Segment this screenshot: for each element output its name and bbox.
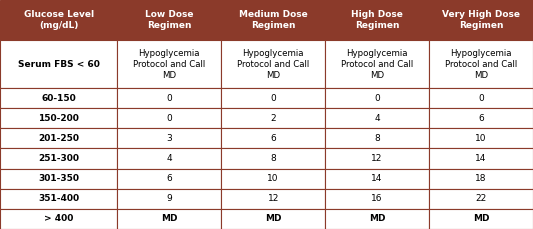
Text: 6: 6 (478, 114, 484, 123)
Text: 18: 18 (475, 174, 487, 183)
Text: 60-150: 60-150 (41, 94, 76, 103)
Bar (429, 189, 533, 209)
Text: 22: 22 (475, 194, 487, 203)
Text: 0: 0 (166, 114, 172, 123)
Text: MD: MD (265, 214, 281, 224)
Text: 14: 14 (372, 174, 383, 183)
Text: Hypoglycemia
Protocol and Call
MD: Hypoglycemia Protocol and Call MD (445, 49, 517, 80)
Bar (325, 0, 429, 40)
Bar (221, 88, 325, 108)
Bar (0, 209, 117, 229)
Bar (325, 128, 429, 148)
Bar (221, 128, 325, 148)
Text: 8: 8 (374, 134, 380, 143)
Text: High Dose
Regimen: High Dose Regimen (351, 10, 403, 30)
Text: 150-200: 150-200 (38, 114, 79, 123)
Bar (0, 169, 117, 189)
Text: > 400: > 400 (44, 214, 74, 224)
Text: 351-400: 351-400 (38, 194, 79, 203)
Text: 201-250: 201-250 (38, 134, 79, 143)
Text: Medium Dose
Regimen: Medium Dose Regimen (239, 10, 308, 30)
Text: 0: 0 (478, 94, 484, 103)
Text: 12: 12 (372, 154, 383, 163)
Text: Very High Dose
Regimen: Very High Dose Regimen (442, 10, 520, 30)
Text: 14: 14 (475, 154, 487, 163)
Text: 6: 6 (166, 174, 172, 183)
Text: Hypoglycemia
Protocol and Call
MD: Hypoglycemia Protocol and Call MD (133, 49, 205, 80)
Text: 6: 6 (270, 134, 276, 143)
Bar (429, 148, 533, 169)
Bar (117, 209, 221, 229)
Text: MD: MD (161, 214, 177, 224)
Text: 4: 4 (166, 154, 172, 163)
Text: 16: 16 (372, 194, 383, 203)
Bar (221, 40, 325, 88)
Bar (0, 108, 117, 128)
Text: 0: 0 (270, 94, 276, 103)
Text: Serum FBS < 60: Serum FBS < 60 (18, 60, 100, 69)
Bar (429, 40, 533, 88)
Bar (325, 40, 429, 88)
Bar (429, 0, 533, 40)
Text: 10: 10 (268, 174, 279, 183)
Text: Low Dose
Regimen: Low Dose Regimen (145, 10, 193, 30)
Text: 12: 12 (268, 194, 279, 203)
Text: 251-300: 251-300 (38, 154, 79, 163)
Bar (0, 189, 117, 209)
Text: 0: 0 (374, 94, 380, 103)
Bar (325, 169, 429, 189)
Text: 4: 4 (374, 114, 380, 123)
Text: 10: 10 (475, 134, 487, 143)
Bar (325, 209, 429, 229)
Bar (429, 88, 533, 108)
Bar (117, 108, 221, 128)
Bar (429, 128, 533, 148)
Bar (0, 0, 117, 40)
Bar (0, 148, 117, 169)
Bar (117, 148, 221, 169)
Bar (221, 209, 325, 229)
Bar (221, 148, 325, 169)
Bar (117, 0, 221, 40)
Bar (0, 88, 117, 108)
Text: MD: MD (369, 214, 385, 224)
Text: Hypoglycemia
Protocol and Call
MD: Hypoglycemia Protocol and Call MD (237, 49, 309, 80)
Bar (117, 189, 221, 209)
Bar (325, 108, 429, 128)
Bar (221, 108, 325, 128)
Bar (325, 148, 429, 169)
Text: Hypoglycemia
Protocol and Call
MD: Hypoglycemia Protocol and Call MD (341, 49, 413, 80)
Text: 9: 9 (166, 194, 172, 203)
Bar (325, 189, 429, 209)
Bar (221, 169, 325, 189)
Text: 3: 3 (166, 134, 172, 143)
Bar (325, 88, 429, 108)
Bar (429, 209, 533, 229)
Text: 0: 0 (166, 94, 172, 103)
Bar (429, 108, 533, 128)
Bar (0, 128, 117, 148)
Bar (117, 88, 221, 108)
Bar (429, 169, 533, 189)
Bar (221, 189, 325, 209)
Text: MD: MD (473, 214, 489, 224)
Bar (221, 0, 325, 40)
Bar (0, 40, 117, 88)
Text: Glucose Level
(mg/dL): Glucose Level (mg/dL) (23, 10, 94, 30)
Text: 301-350: 301-350 (38, 174, 79, 183)
Bar (117, 169, 221, 189)
Text: 8: 8 (270, 154, 276, 163)
Bar (117, 40, 221, 88)
Bar (117, 128, 221, 148)
Text: 2: 2 (270, 114, 276, 123)
